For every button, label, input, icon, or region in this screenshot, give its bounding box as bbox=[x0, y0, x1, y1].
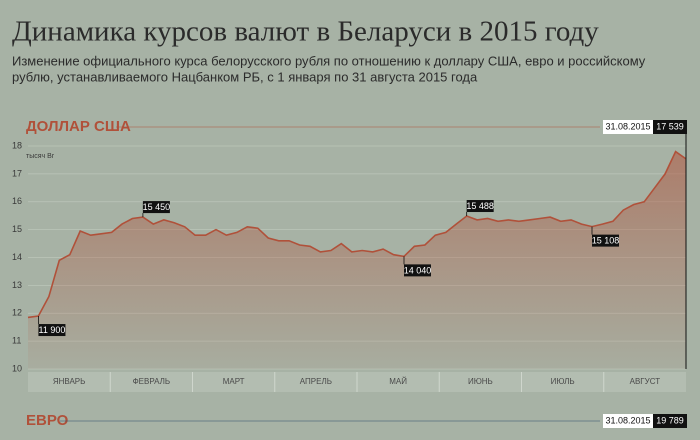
value-label: 14 040 bbox=[404, 265, 432, 275]
x-tick-label: ИЮНЬ bbox=[468, 377, 493, 386]
y-tick-label: 13 bbox=[12, 280, 22, 290]
y-tick-label: 15 bbox=[12, 224, 22, 234]
last-value: 19 789 bbox=[656, 415, 684, 425]
value-box bbox=[653, 414, 687, 428]
date: 31.08.2015 bbox=[605, 121, 650, 131]
value-label-box bbox=[592, 234, 619, 247]
value-label-box bbox=[38, 324, 66, 337]
value-label: 15 450 bbox=[143, 202, 171, 212]
section-title: ДОЛЛАР США bbox=[26, 118, 131, 135]
value-label-box bbox=[404, 264, 431, 277]
subtitle: рублю, устанавливаемого Нацбанком РБ, с … bbox=[12, 69, 478, 84]
x-tick-label: АВГУСТ bbox=[630, 377, 661, 386]
value-box bbox=[653, 120, 687, 134]
y-unit: тысяч Br bbox=[26, 153, 55, 160]
y-tick-label: 18 bbox=[12, 140, 22, 150]
value-label: 11 900 bbox=[39, 325, 66, 335]
line bbox=[27, 150, 687, 319]
y-tick-label: 17 bbox=[12, 168, 22, 178]
x-tick-label: ЯНВАРЬ bbox=[53, 377, 86, 386]
value-label-box bbox=[142, 201, 170, 214]
area bbox=[28, 151, 686, 369]
section-title: ЕВРО bbox=[26, 412, 69, 429]
y-tick-label: 16 bbox=[12, 196, 22, 206]
x-tick-label: АПРЕЛЬ bbox=[300, 377, 332, 386]
date-box bbox=[603, 414, 653, 428]
x-tick-label: МАЙ bbox=[389, 377, 407, 386]
y-tick-label: 10 bbox=[12, 363, 22, 373]
y-tick-label: 11 bbox=[12, 336, 21, 346]
y-tick-label: 14 bbox=[12, 252, 22, 262]
x-tick-label: МАРТ bbox=[223, 377, 245, 386]
y-tick-label: 12 bbox=[12, 308, 22, 318]
subtitle: Изменение официального курса белорусског… bbox=[12, 53, 646, 68]
date-box bbox=[603, 120, 653, 134]
x-tick-label: ФЕВРАЛЬ bbox=[133, 377, 171, 386]
last-value: 17 539 bbox=[656, 121, 684, 131]
x-tick-label: ИЮЛЬ bbox=[551, 377, 575, 386]
date: 31.08.2015 bbox=[605, 415, 650, 425]
value-label: 15 488 bbox=[466, 201, 494, 211]
chart-title: Динамика курсов валют в Беларуси в 2015 … bbox=[12, 16, 599, 48]
value-label-box bbox=[466, 200, 494, 213]
value-label: 15 108 bbox=[592, 235, 620, 245]
